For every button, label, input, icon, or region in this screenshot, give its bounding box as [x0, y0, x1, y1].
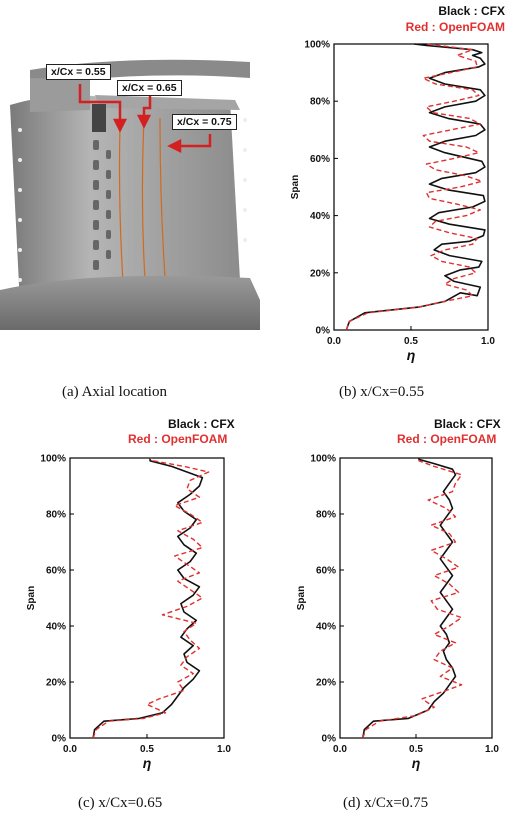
x-tick-label: 0.5: [140, 744, 154, 755]
caption-c: (c) x/Cx=0.65: [78, 795, 163, 811]
y-tick-label: 20%: [46, 678, 66, 689]
chart-d: 0% 20% 40% 60% 80% 100% 0.0 0.5 1.0 η Span: [296, 454, 499, 772]
y-tick-label: 20%: [316, 678, 336, 689]
legend-openfoam-c: Red : OpenFOAM: [128, 432, 228, 446]
series-cfx-line: [92, 458, 204, 739]
y-axis-label: Span: [296, 586, 307, 610]
series-cfx-line: [345, 43, 486, 331]
y-tick-label: 60%: [316, 566, 336, 577]
y-tick-label: 100%: [304, 40, 330, 51]
y-tick-label: 40%: [316, 622, 336, 633]
legend-cfx-b: Black : CFX: [438, 4, 505, 18]
series-openfoam-line: [362, 458, 463, 739]
y-tick-label: 0%: [322, 734, 337, 745]
caption-b: (b) x/Cx=0.55: [339, 384, 425, 400]
chart-c: 0% 20% 40% 60% 80% 100% 0.0 0.5 1.0 η Span: [26, 454, 231, 772]
y-tick-label: 80%: [46, 510, 66, 521]
y-tick-label: 100%: [310, 454, 336, 465]
y-tick-label: 40%: [46, 622, 66, 633]
y-tick-label: 80%: [310, 97, 330, 108]
caption-a: (a) Axial location: [62, 384, 167, 400]
x-tick-label: 0.0: [333, 744, 347, 755]
x-tick-label: 0.0: [63, 744, 77, 755]
legend-openfoam-d: Red : OpenFOAM: [397, 432, 497, 446]
y-tick-label: 20%: [310, 268, 330, 279]
blade-illustration: [0, 59, 260, 330]
series-cfx-line: [362, 458, 457, 739]
hub-platform: [0, 275, 260, 330]
y-axis-label: Span: [290, 175, 301, 199]
y-tick-label: 60%: [310, 154, 330, 165]
callout-055: x/Cx = 0.55: [46, 64, 111, 80]
caption-d: (d) x/Cx=0.75: [343, 795, 429, 811]
x-tick-label: 0.0: [327, 336, 341, 347]
cooling-holes: [18, 118, 247, 282]
chart-b: 0% 20% 40% 60% 80% 100% 0.0 0.5 1.0 η Span: [290, 40, 495, 364]
x-axis-label: η: [407, 347, 416, 363]
legend-cfx-d: Black : CFX: [434, 417, 501, 431]
plot-frame: [69, 457, 225, 739]
y-tick-label: 40%: [310, 211, 330, 222]
callout-arrows: [78, 84, 212, 154]
blade-body: [10, 95, 240, 305]
x-tick-label: 1.0: [485, 744, 499, 755]
panel-a: x/Cx = 0.55 x/Cx = 0.65 x/Cx = 0.75: [0, 0, 260, 330]
y-tick-label: 0%: [52, 734, 67, 745]
x-axis-label: η: [412, 755, 421, 771]
legend-openfoam-b: Red : OpenFOAM: [405, 20, 505, 34]
x-tick-label: 1.0: [217, 744, 231, 755]
y-tick-label: 0%: [316, 326, 331, 337]
series-openfoam-line: [345, 43, 483, 331]
x-tick-label: 0.5: [409, 744, 423, 755]
callout-075: x/Cx = 0.75: [172, 114, 237, 130]
y-axis-label: Span: [26, 586, 37, 610]
series-openfoam-line: [92, 457, 210, 739]
y-tick-label: 80%: [316, 510, 336, 521]
legend-cfx-c: Black : CFX: [168, 417, 235, 431]
y-tick-label: 60%: [46, 566, 66, 577]
film-holes: [93, 140, 111, 270]
x-tick-label: 1.0: [481, 336, 495, 347]
x-tick-label: 0.5: [404, 336, 418, 347]
x-axis-label: η: [143, 755, 152, 771]
blade-slot: [92, 104, 106, 132]
callout-065: x/Cx = 0.65: [117, 80, 182, 96]
plot-frame: [339, 457, 493, 739]
y-tick-label: 100%: [40, 454, 66, 465]
